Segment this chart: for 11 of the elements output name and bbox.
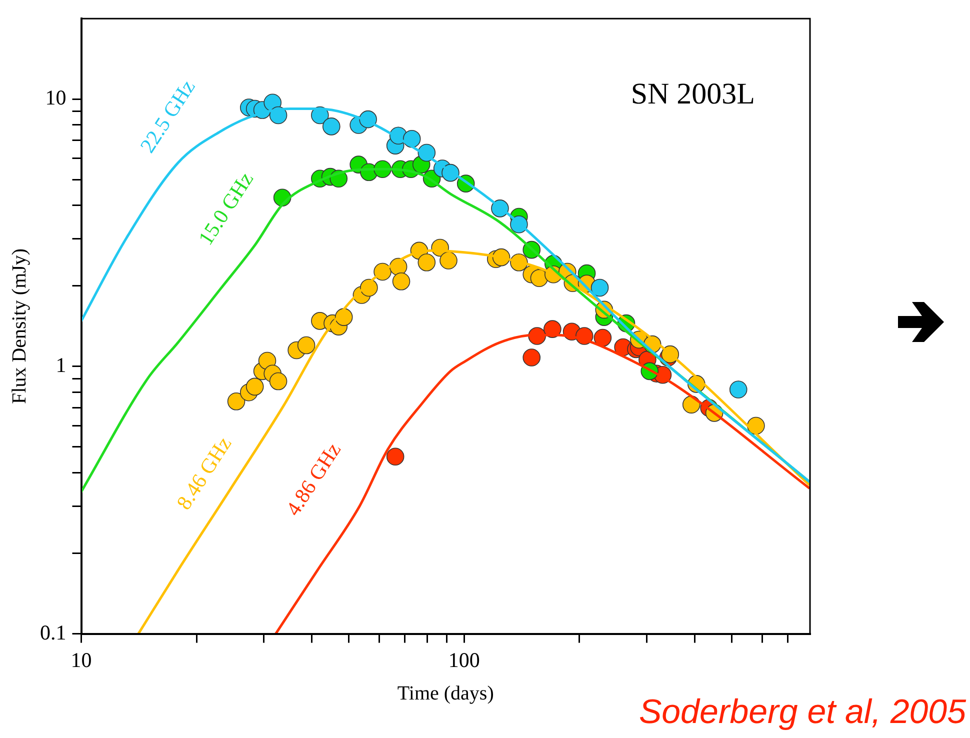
x-axis-title: Time (days) bbox=[397, 682, 494, 704]
text: 4.86 GHz bbox=[280, 438, 346, 520]
text: Soderberg et al, 2005 bbox=[638, 693, 966, 732]
y-axis-title: Flux Density (mJy) bbox=[8, 248, 30, 404]
x-tick-label: 100 bbox=[448, 648, 480, 672]
y-tick-label: 0.1 bbox=[40, 620, 66, 644]
text: SN 2003L bbox=[630, 77, 755, 110]
y-tick-label: 1 bbox=[56, 352, 66, 377]
y-tick-label: 10 bbox=[45, 86, 66, 110]
text: 15.0 GHz bbox=[193, 168, 258, 250]
text: 8.46 GHz bbox=[172, 432, 236, 514]
